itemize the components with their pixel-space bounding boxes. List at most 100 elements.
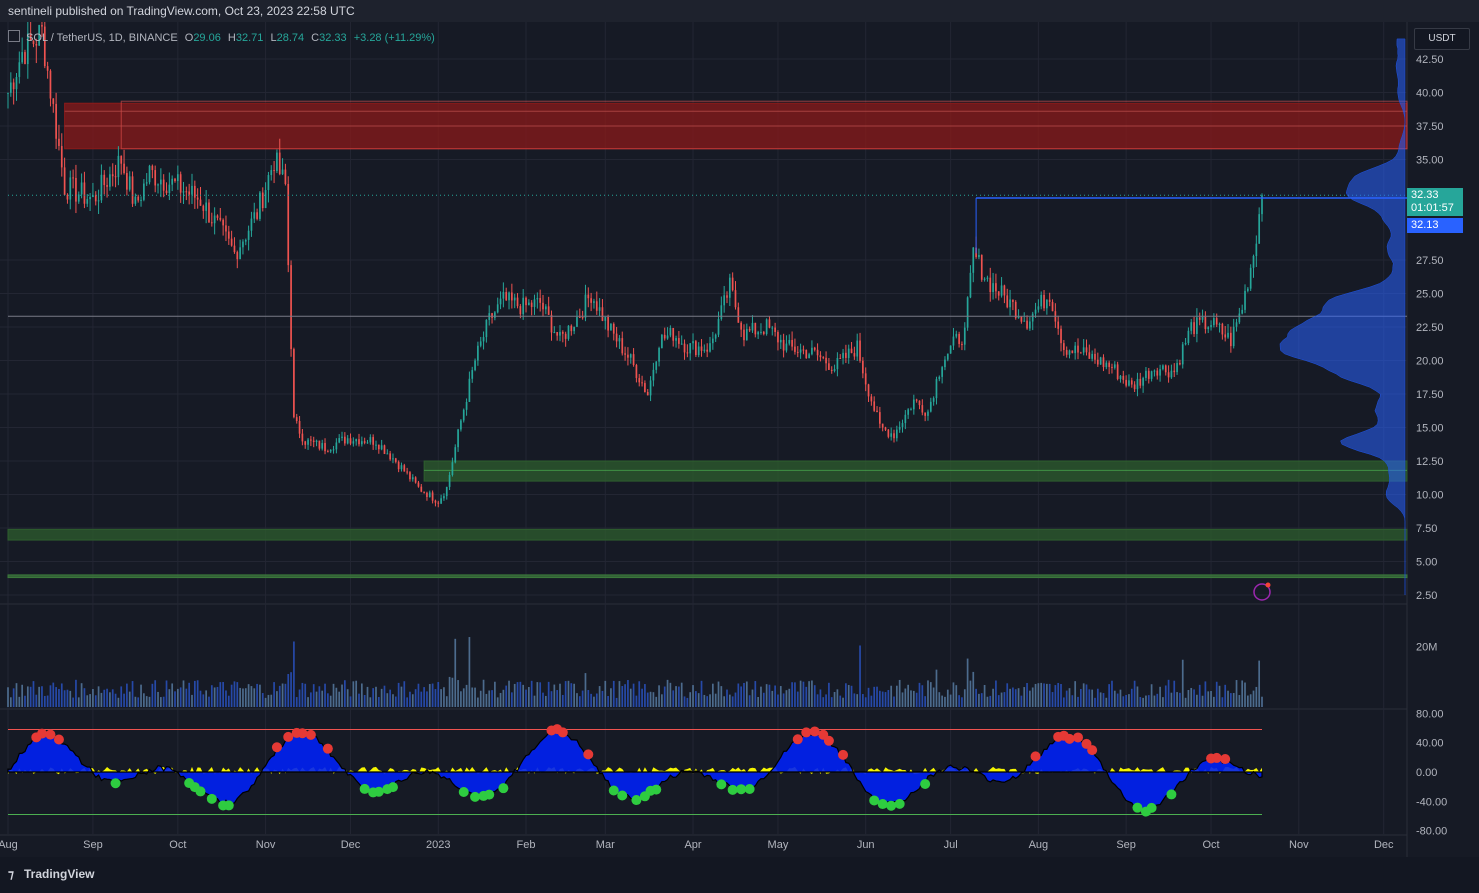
volume-bar [360, 683, 363, 707]
volume-bar [661, 694, 663, 707]
volume-bar [315, 691, 318, 707]
volume-bar [261, 693, 264, 707]
candle-body [389, 453, 391, 460]
osc-trough-dot [727, 784, 738, 795]
candle-body [573, 326, 575, 332]
volume-bar [513, 683, 516, 707]
volume-bar [43, 695, 46, 707]
candle-body [1051, 301, 1054, 312]
candle-body [570, 325, 573, 332]
candle-body [143, 183, 145, 200]
volume-bar [1232, 692, 1235, 707]
volume-bar [561, 694, 564, 707]
candle-body [946, 353, 949, 360]
candle-body [46, 66, 49, 71]
volume-bar [358, 693, 360, 707]
volume-bar [281, 683, 284, 707]
volume-bar [853, 693, 856, 707]
candle-body [828, 363, 830, 370]
time-tick-label: Dec [341, 839, 361, 851]
candle-body [230, 238, 233, 246]
candle-body [1179, 363, 1181, 365]
volume-bar [1238, 695, 1241, 707]
publish-text: sentineli published on TradingView.com, … [8, 4, 355, 18]
candle-body [403, 465, 406, 472]
candle-body [689, 343, 692, 354]
volume-bar [782, 693, 785, 707]
candle-body [24, 52, 26, 65]
osc-peak-dot [801, 727, 812, 738]
volume-bar [1190, 687, 1193, 707]
candle-body [1009, 299, 1011, 308]
volume-bar [1204, 681, 1207, 707]
volume-bar [692, 685, 694, 707]
candle-body [451, 462, 454, 475]
volume-bar [1258, 660, 1261, 707]
candle-body [924, 412, 926, 416]
candle-body [111, 174, 114, 177]
volume-bar [32, 681, 35, 707]
support-zone-mid [423, 460, 1408, 482]
candle-body [505, 292, 508, 301]
volume-bar [7, 687, 9, 707]
volume-bar [479, 690, 482, 707]
volume-bar [1063, 697, 1065, 707]
volume-bar [1085, 684, 1088, 707]
volume-bar [876, 686, 878, 707]
tradingview-logo[interactable]: ⁊ TradingView [8, 867, 94, 881]
candle-body [544, 306, 547, 310]
volume-bar [862, 694, 864, 707]
candle-body [465, 401, 468, 410]
volume-bar [491, 690, 493, 707]
candle-body [126, 173, 128, 190]
volume-bar [918, 682, 921, 707]
candle-body [304, 441, 307, 445]
chart-area[interactable]: 42.50 40.00 37.50 35.00 27.50 25.00 22.50 20.00… [0, 22, 1479, 857]
candle-body [1164, 365, 1167, 373]
candle-body [598, 307, 601, 311]
volume-bar [612, 680, 615, 707]
candle-body [106, 185, 108, 187]
volume-bar [1088, 689, 1091, 707]
candle-body [188, 191, 191, 195]
candle-body [1057, 321, 1060, 329]
candle-body [584, 294, 587, 318]
candle-body [335, 442, 338, 450]
symbol-icon [8, 30, 20, 42]
volume-bar [542, 692, 544, 707]
volume-bar [1128, 694, 1130, 707]
candle-body [1119, 375, 1122, 379]
candlestick-chart[interactable]: 42.50 40.00 37.50 35.00 27.50 25.00 22.50 20.00… [0, 22, 1479, 857]
volume-bar [1249, 694, 1252, 707]
candle-body [700, 346, 703, 351]
candle-body [332, 449, 335, 451]
volume-bar [941, 695, 943, 707]
volume-bar [1091, 689, 1094, 707]
volume-bar [706, 696, 709, 707]
volume-bar [86, 695, 89, 707]
candle-body [539, 298, 542, 303]
currency-button[interactable]: USDT [1414, 28, 1470, 50]
volume-bar [12, 688, 15, 707]
last-price-value: 32.33 [1411, 189, 1439, 201]
volume-bar [89, 694, 91, 707]
candle-body [1071, 350, 1074, 354]
volume-bar [556, 690, 559, 707]
candle-body [1258, 214, 1261, 244]
candle-body [1136, 378, 1139, 390]
volume-bar [779, 686, 782, 707]
volume-bar [607, 696, 609, 707]
candle-body [1215, 318, 1218, 325]
volume-bar [734, 692, 737, 707]
volume-bar [1187, 689, 1190, 707]
osc-peak-dot [1064, 733, 1075, 744]
volume-bar [1068, 688, 1071, 707]
candle-body [777, 331, 779, 343]
volume-bar [1227, 690, 1229, 707]
osc-trough-dot [110, 778, 121, 789]
candle-body [18, 62, 21, 77]
volume-bar [672, 690, 675, 707]
volume-bar [477, 697, 479, 707]
candle-body [41, 25, 43, 27]
osc-trough-dot [1132, 802, 1143, 813]
